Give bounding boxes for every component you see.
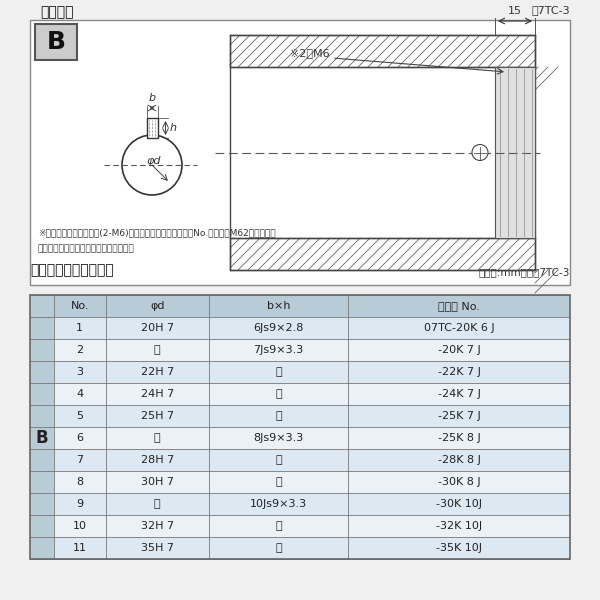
Text: 2: 2 xyxy=(76,345,83,355)
Text: 〃: 〃 xyxy=(275,477,282,487)
Text: 〃: 〃 xyxy=(154,345,161,355)
Bar xyxy=(146,118,157,138)
Text: 10Js9×3.3: 10Js9×3.3 xyxy=(250,499,307,509)
Text: -30K 10J: -30K 10J xyxy=(436,499,482,509)
Text: B: B xyxy=(35,429,49,447)
Text: 25H 7: 25H 7 xyxy=(140,411,174,421)
Text: 〃: 〃 xyxy=(275,389,282,399)
Bar xyxy=(54,471,570,493)
Bar xyxy=(54,361,570,383)
Text: 6: 6 xyxy=(76,433,83,443)
Text: コード No.: コード No. xyxy=(438,301,480,311)
Text: 7Js9×3.3: 7Js9×3.3 xyxy=(253,345,304,355)
Text: -24K 7 J: -24K 7 J xyxy=(437,389,481,399)
Text: -35K 10J: -35K 10J xyxy=(436,543,482,553)
Text: -30K 8 J: -30K 8 J xyxy=(438,477,481,487)
Text: 35H 7: 35H 7 xyxy=(140,543,174,553)
Bar xyxy=(30,295,570,317)
Bar xyxy=(30,317,54,559)
Text: ※セットボルト用タップ(2-M6)が必要な場合は右記コードNo.の末尾にM62を付ける。: ※セットボルト用タップ(2-M6)が必要な場合は右記コードNo.の末尾にM62を… xyxy=(38,228,275,237)
Text: 4: 4 xyxy=(76,389,83,399)
Bar xyxy=(54,339,570,361)
Text: 8Js9×3.3: 8Js9×3.3 xyxy=(253,433,304,443)
Text: 22H 7: 22H 7 xyxy=(140,367,174,377)
Text: 〃: 〃 xyxy=(154,433,161,443)
Text: 28H 7: 28H 7 xyxy=(140,455,174,465)
Text: b: b xyxy=(148,93,155,103)
Bar xyxy=(30,295,570,559)
Text: 3: 3 xyxy=(76,367,83,377)
Bar xyxy=(495,67,535,238)
Text: 〃: 〃 xyxy=(275,411,282,421)
Circle shape xyxy=(122,135,182,195)
Bar xyxy=(35,24,77,60)
Bar xyxy=(30,20,570,285)
Text: -25K 7 J: -25K 7 J xyxy=(437,411,481,421)
Bar xyxy=(54,515,570,537)
Text: 15: 15 xyxy=(508,6,522,16)
Text: B: B xyxy=(47,30,65,54)
Text: φd: φd xyxy=(150,301,164,311)
Circle shape xyxy=(472,145,488,160)
Text: 24H 7: 24H 7 xyxy=(140,389,174,399)
Text: -32K 10J: -32K 10J xyxy=(436,521,482,531)
Text: -22K 7 J: -22K 7 J xyxy=(437,367,481,377)
Text: -20K 7 J: -20K 7 J xyxy=(437,345,481,355)
Bar xyxy=(54,537,570,559)
Text: -28K 8 J: -28K 8 J xyxy=(437,455,481,465)
Text: 9: 9 xyxy=(76,499,83,509)
Bar xyxy=(54,449,570,471)
Text: ※2－M6: ※2－M6 xyxy=(290,48,329,58)
Bar xyxy=(54,317,570,339)
Text: 〃: 〃 xyxy=(275,455,282,465)
Text: 〃: 〃 xyxy=(275,367,282,377)
Bar xyxy=(230,238,535,270)
Text: 11: 11 xyxy=(73,543,87,553)
Text: h: h xyxy=(170,123,176,133)
Text: 1: 1 xyxy=(76,323,83,333)
Text: 6Js9×2.8: 6Js9×2.8 xyxy=(253,323,304,333)
Text: No.: No. xyxy=(71,301,89,311)
Text: 軸穴形状: 軸穴形状 xyxy=(40,5,74,19)
Text: 30H 7: 30H 7 xyxy=(140,477,174,487)
Bar xyxy=(230,35,535,67)
Text: φd: φd xyxy=(147,156,161,166)
Text: 5: 5 xyxy=(76,411,83,421)
Text: 〃: 〃 xyxy=(154,499,161,509)
Text: 07TC-20K 6 J: 07TC-20K 6 J xyxy=(424,323,494,333)
Text: （単位:mm）　表7TC-3: （単位:mm） 表7TC-3 xyxy=(479,267,570,277)
Text: 〃: 〃 xyxy=(275,521,282,531)
Text: 〃: 〃 xyxy=(275,543,282,553)
Text: 7: 7 xyxy=(76,455,83,465)
Bar xyxy=(54,383,570,405)
Bar xyxy=(54,405,570,427)
Text: 8: 8 xyxy=(76,477,83,487)
Bar xyxy=(54,427,570,449)
Text: -25K 8 J: -25K 8 J xyxy=(437,433,481,443)
Text: （セットボルトは付属されています。）: （セットボルトは付属されています。） xyxy=(38,244,135,253)
Text: b×h: b×h xyxy=(267,301,290,311)
Text: 軸穴形状コード一覧表: 軸穴形状コード一覧表 xyxy=(30,263,114,277)
Text: 囷7TC-3: 囷7TC-3 xyxy=(532,5,570,15)
Text: 32H 7: 32H 7 xyxy=(140,521,174,531)
Text: 20H 7: 20H 7 xyxy=(140,323,174,333)
Bar xyxy=(54,493,570,515)
Bar xyxy=(230,67,535,238)
Text: 10: 10 xyxy=(73,521,87,531)
